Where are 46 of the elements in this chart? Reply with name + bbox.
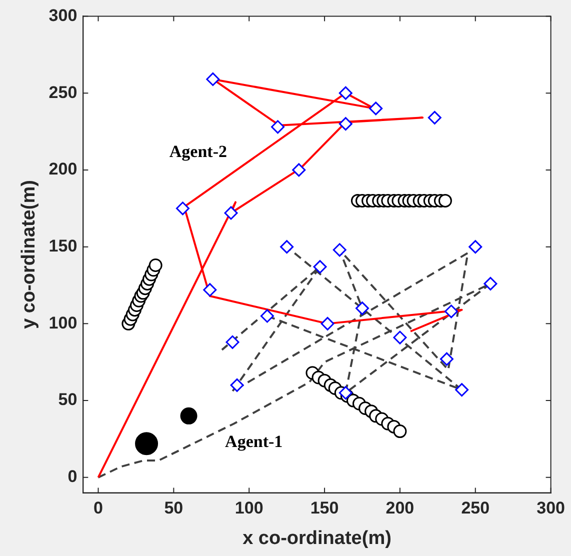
x-tick-label: 0 [94,498,103,518]
x-axis-title: x co-ordinate(m) [242,528,392,549]
point [438,194,452,208]
point [292,163,306,177]
point [224,206,238,220]
x-tick-label: 50 [164,498,184,518]
x-tick-label: 100 [234,498,264,518]
point [226,335,240,349]
point [356,302,369,316]
point [338,86,352,100]
x-tick-label: 200 [386,498,414,518]
y-tick-label: 250 [48,82,78,102]
point [455,383,469,397]
point [369,102,383,116]
point [468,240,482,254]
point [203,283,217,297]
point [176,202,190,216]
point [484,276,498,290]
point [260,309,274,323]
point [332,243,346,257]
y-tick-label: 50 [58,390,78,410]
annotation: Agent-1 [225,432,283,452]
y-tick-label: 300 [48,6,78,25]
point [313,260,327,274]
point [148,258,162,272]
y-tick-label: 100 [48,313,78,332]
y-tick-label: 0 [68,467,78,486]
point [271,120,285,134]
point [393,330,407,344]
y-tick-label: 200 [48,160,78,179]
y-axis-title: y co-ordinate(m) [18,180,40,329]
point [444,304,458,318]
point [338,386,352,400]
annotation: Agent-2 [169,142,228,161]
point [428,110,442,124]
point [206,72,220,86]
x-tick-label: 150 [310,498,339,518]
point [280,240,294,254]
point [230,378,244,392]
x-tick-label: 250 [461,498,490,518]
y-tick-label: 150 [48,236,78,256]
point [440,352,454,366]
point [320,316,334,330]
point [338,117,352,131]
x-tick-label: 300 [536,498,566,518]
point [393,424,407,438]
